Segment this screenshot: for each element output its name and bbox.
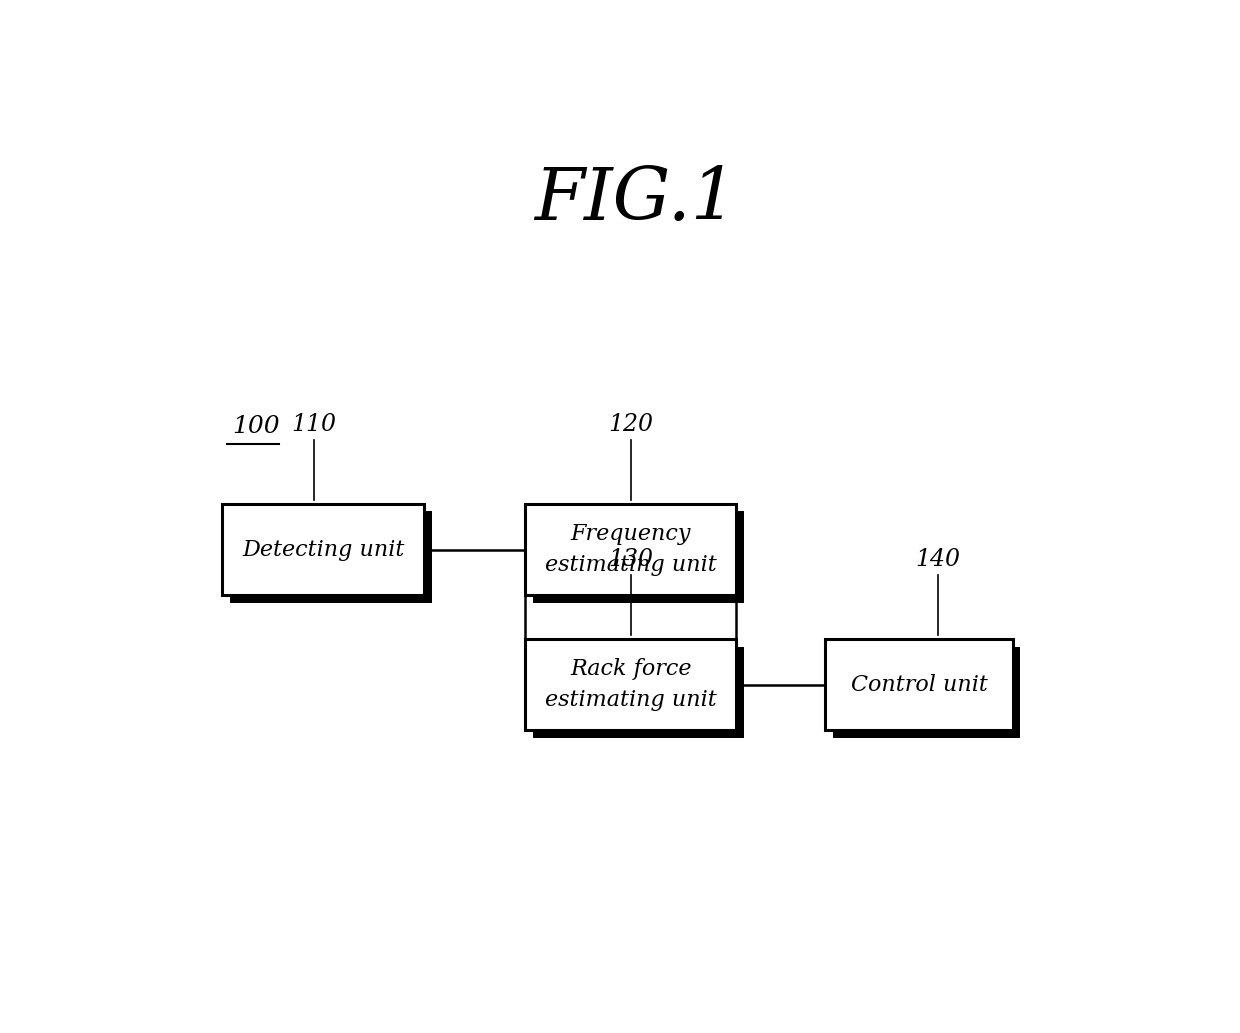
Text: 140: 140 xyxy=(915,549,961,571)
FancyBboxPatch shape xyxy=(229,511,432,603)
FancyBboxPatch shape xyxy=(525,504,737,595)
Text: 100: 100 xyxy=(232,414,279,438)
FancyBboxPatch shape xyxy=(525,639,737,730)
Text: Frequency
estimating unit: Frequency estimating unit xyxy=(544,524,717,575)
Text: Detecting unit: Detecting unit xyxy=(242,538,404,561)
Text: Rack force
estimating unit: Rack force estimating unit xyxy=(544,658,717,711)
Text: 110: 110 xyxy=(291,413,336,436)
FancyBboxPatch shape xyxy=(833,647,1021,739)
FancyBboxPatch shape xyxy=(533,511,744,603)
Text: 130: 130 xyxy=(608,549,653,571)
FancyBboxPatch shape xyxy=(222,504,424,595)
Text: FIG.1: FIG.1 xyxy=(534,164,737,234)
Text: 120: 120 xyxy=(608,413,653,436)
FancyBboxPatch shape xyxy=(533,647,744,739)
FancyBboxPatch shape xyxy=(826,639,1013,730)
Text: Control unit: Control unit xyxy=(851,674,987,695)
